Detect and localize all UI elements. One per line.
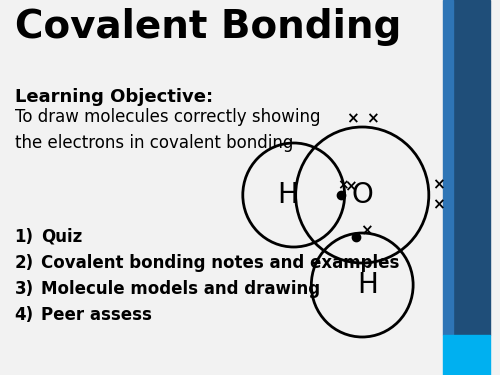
Text: ×: × — [366, 111, 378, 126]
Text: ×: × — [344, 180, 357, 195]
Text: ×: × — [346, 111, 359, 126]
Bar — [442, 335, 490, 375]
Text: O: O — [352, 181, 373, 209]
Bar — [442, 0, 454, 335]
Bar — [454, 0, 490, 335]
Text: 4): 4) — [14, 306, 34, 324]
Text: Covalent bonding notes and examples: Covalent bonding notes and examples — [41, 254, 400, 272]
Text: To draw molecules correctly showing
the electrons in covalent bonding: To draw molecules correctly showing the … — [14, 108, 320, 152]
Text: Learning Objective:: Learning Objective: — [14, 88, 213, 106]
Text: Peer assess: Peer assess — [41, 306, 152, 324]
Text: Quiz: Quiz — [41, 228, 82, 246]
Text: 3): 3) — [14, 280, 34, 298]
Text: ×: × — [360, 224, 372, 238]
Text: ×: × — [337, 178, 348, 192]
Text: 2): 2) — [14, 254, 34, 272]
Text: ×: × — [432, 198, 445, 213]
Text: ×: × — [432, 177, 445, 192]
Text: Molecule models and drawing: Molecule models and drawing — [41, 280, 320, 298]
Text: H: H — [278, 181, 298, 209]
Text: H: H — [358, 271, 378, 299]
Text: 1): 1) — [14, 228, 34, 246]
Text: Covalent Bonding: Covalent Bonding — [14, 8, 401, 46]
